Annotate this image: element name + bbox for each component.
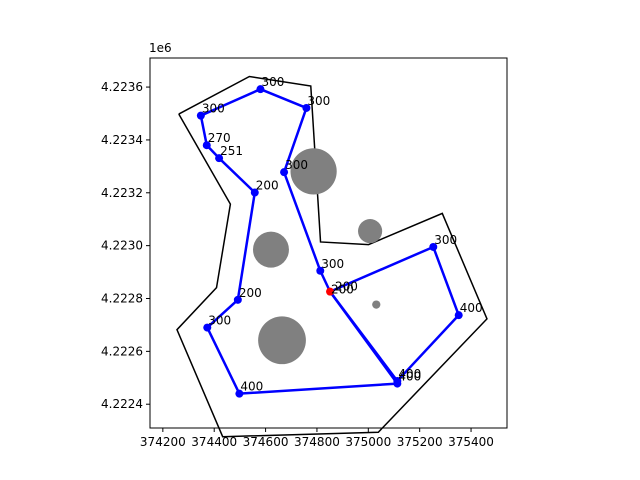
x-tick-label-1: 374400 xyxy=(191,435,237,449)
x-tick-label-4: 375000 xyxy=(345,435,391,449)
x-tick-label-0: 374200 xyxy=(140,435,186,449)
y-tick-label-6: 4.2236 xyxy=(101,80,143,94)
y-tick-label-2: 4.2228 xyxy=(101,292,143,306)
plot-area: 3003003003003003004004004004003002002002… xyxy=(177,75,487,437)
y-tick-label-1: 4.2226 xyxy=(101,344,143,358)
y-tick-label-0: 4.2224 xyxy=(101,397,143,411)
x-tick-label-5: 375200 xyxy=(397,435,443,449)
node-label-10: 300 xyxy=(208,314,231,328)
node-label-2: 300 xyxy=(307,94,330,108)
node-label-6: 400 xyxy=(460,301,483,315)
obstacle-circle-2 xyxy=(253,232,289,268)
node-label-5: 300 xyxy=(434,233,457,247)
obstacle-circle-1 xyxy=(358,219,382,243)
y-tick-label-4: 4.2232 xyxy=(101,186,143,200)
node-label-12: 200 xyxy=(256,179,279,193)
node-label-11: 200 xyxy=(239,286,262,300)
depot-label-2: 200 xyxy=(335,280,358,294)
node-label-4: 300 xyxy=(321,257,344,271)
obstacle-circle-4 xyxy=(372,300,380,308)
node-label-8: 400 xyxy=(398,370,421,384)
y-offset-label: 1e6 xyxy=(149,41,172,55)
node-label-13: 251 xyxy=(220,144,243,158)
x-tick-label-2: 374600 xyxy=(243,435,289,449)
node-label-0: 300 xyxy=(202,102,225,116)
node-label-1: 300 xyxy=(261,75,284,89)
route-line-1 xyxy=(330,247,459,381)
y-tick-label-3: 4.2230 xyxy=(101,239,143,253)
node-label-3: 300 xyxy=(285,158,308,172)
y-tick-label-5: 4.2234 xyxy=(101,133,143,147)
x-tick-label-3: 374800 xyxy=(294,435,340,449)
node-label-9: 400 xyxy=(240,380,263,394)
obstacle-circle-3 xyxy=(258,316,306,364)
x-tick-label-6: 375400 xyxy=(448,435,494,449)
node-label-14: 270 xyxy=(208,131,231,145)
